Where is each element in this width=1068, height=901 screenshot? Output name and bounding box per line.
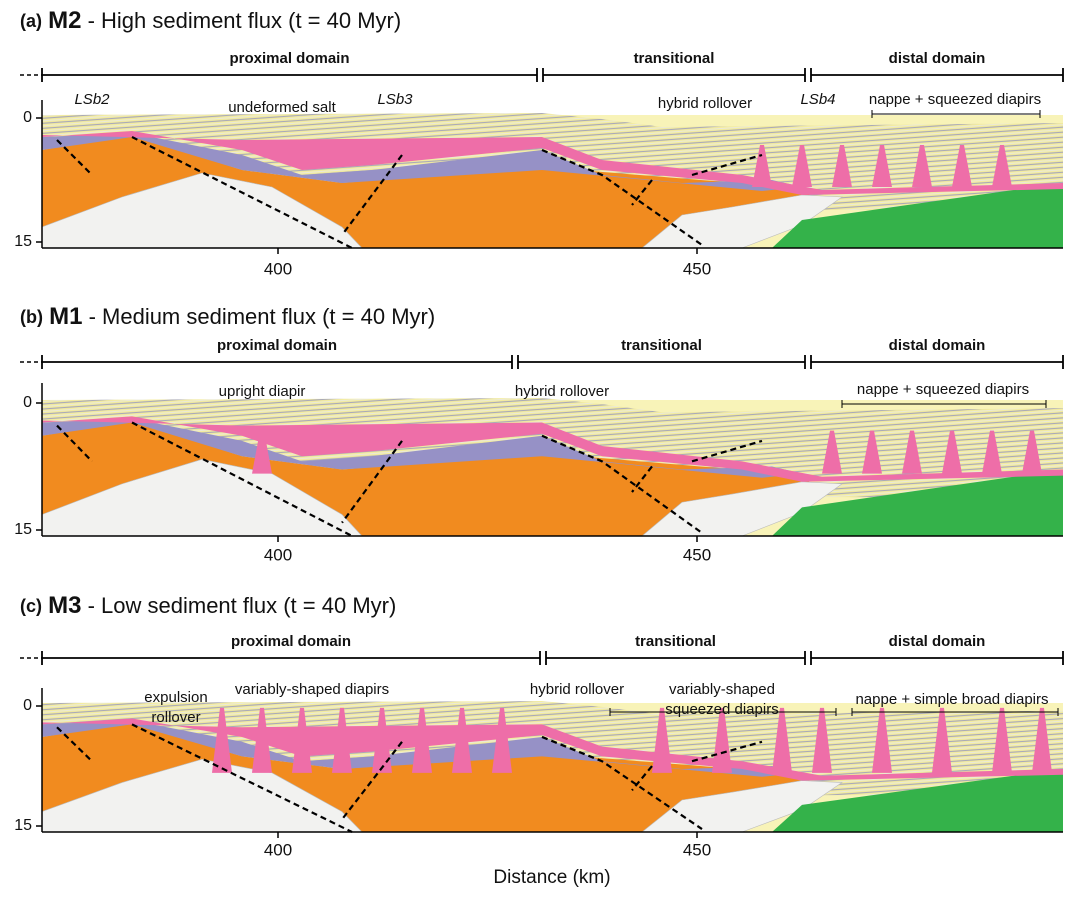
annotation: upright diapir	[219, 383, 306, 400]
panel-subtitle: - Low sediment flux (t = 40 Myr)	[88, 593, 397, 618]
annotation: hybrid rollover	[658, 95, 752, 112]
annotation: nappe + squeezed diapirs	[857, 381, 1029, 398]
y-tick-label: 0	[23, 109, 32, 126]
domain-label: distal domain	[889, 337, 986, 354]
annotation: LSb3	[377, 91, 413, 108]
annotation: expulsion	[144, 689, 207, 706]
panel: (c) M3 - Low sediment flux (t = 40 Myr) …	[14, 592, 1063, 859]
domain-label: proximal domain	[231, 633, 351, 650]
model-name: M2	[48, 7, 81, 34]
domain-label: proximal domain	[229, 50, 349, 67]
panel-label: (c)	[20, 596, 42, 616]
panel: (a) M2 - High sediment flux (t = 40 Myr)…	[14, 7, 1063, 278]
annotation: nappe + squeezed diapirs	[869, 91, 1041, 108]
panel: (b) M1 - Medium sediment flux (t = 40 My…	[14, 303, 1063, 564]
panel-title: (c) M3 - Low sediment flux (t = 40 Myr)	[20, 592, 396, 619]
annotation: squeezed diapirs	[665, 701, 778, 718]
panel-label: (a)	[20, 11, 42, 31]
panel-subtitle: - Medium sediment flux (t = 40 Myr)	[89, 304, 436, 329]
x-tick-label: 400	[264, 259, 292, 278]
domain-label: distal domain	[889, 633, 986, 650]
x-tick-label: 400	[264, 840, 292, 859]
panel-subtitle: - High sediment flux (t = 40 Myr)	[88, 8, 402, 33]
panel-title: (a) M2 - High sediment flux (t = 40 Myr)	[20, 7, 401, 34]
annotation: hybrid rollover	[530, 681, 624, 698]
annotation: LSb4	[800, 91, 835, 108]
annotation: variably-shaped diapirs	[235, 681, 389, 698]
domain-label: transitional	[634, 50, 715, 67]
x-tick-label: 400	[264, 545, 292, 564]
annotation: LSb2	[74, 91, 110, 108]
y-tick-label: 0	[23, 697, 32, 714]
model-name: M1	[49, 303, 82, 330]
annotation: undeformed salt	[228, 99, 336, 116]
annotation: hybrid rollover	[515, 383, 609, 400]
figure: (a) M2 - High sediment flux (t = 40 Myr)…	[0, 0, 1068, 896]
domain-label: proximal domain	[217, 337, 337, 354]
y-tick-label: 15	[14, 233, 32, 250]
annotation: nappe + simple broad diapirs	[855, 691, 1048, 708]
domain-label: transitional	[635, 633, 716, 650]
x-tick-label: 450	[683, 545, 711, 564]
model-name: M3	[48, 592, 81, 619]
y-tick-label: 15	[14, 817, 32, 834]
y-tick-label: 0	[23, 394, 32, 411]
panel-title: (b) M1 - Medium sediment flux (t = 40 My…	[20, 303, 435, 330]
annotation: variably-shaped	[669, 681, 775, 698]
domain-label: transitional	[621, 337, 702, 354]
panel-label: (b)	[20, 307, 43, 327]
domain-label: distal domain	[889, 50, 986, 67]
y-tick-label: 15	[14, 521, 32, 538]
x-tick-label: 450	[683, 259, 711, 278]
x-axis-label: Distance (km)	[493, 867, 610, 888]
annotation: rollover	[151, 709, 200, 726]
x-tick-label: 450	[683, 840, 711, 859]
